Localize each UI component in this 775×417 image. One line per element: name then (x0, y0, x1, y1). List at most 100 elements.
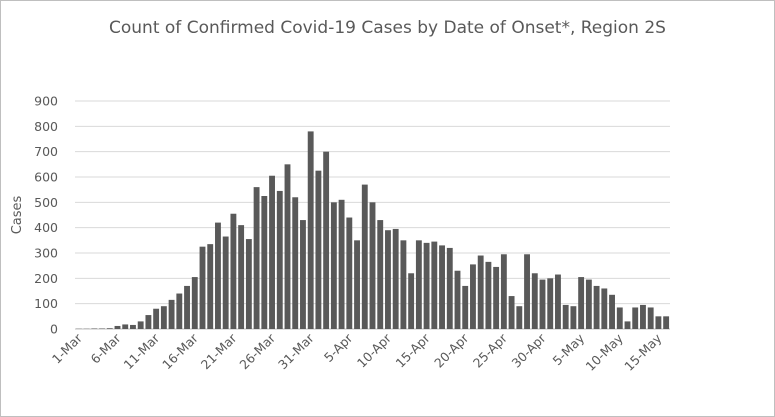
y-tick-label: 100 (34, 296, 58, 311)
bar (439, 245, 445, 329)
bar (91, 328, 98, 329)
bar (446, 247, 453, 329)
bar (160, 306, 167, 329)
x-tick-label: 15-Apr (393, 330, 434, 371)
bar (601, 288, 608, 329)
y-tick-label: 0 (50, 322, 58, 337)
bar (640, 304, 646, 329)
bar (562, 304, 569, 329)
bar (276, 190, 283, 329)
bar (292, 197, 299, 329)
bar (400, 240, 407, 329)
x-tick-label: 31-Mar (275, 330, 317, 372)
bar (555, 274, 561, 329)
y-tick-label: 900 (34, 94, 58, 109)
bar (168, 299, 175, 329)
x-tick-label: 6-Mar (88, 330, 125, 367)
x-tick-label: 10-Apr (354, 330, 395, 371)
bar (184, 285, 190, 329)
x-tick-label: 11-Mar (121, 330, 163, 372)
bar (516, 306, 523, 329)
bar (531, 273, 538, 329)
y-tick-label: 700 (34, 144, 58, 159)
bar (191, 277, 198, 329)
bar (315, 170, 322, 329)
y-tick-label: 400 (34, 220, 58, 235)
bar (500, 254, 507, 329)
bar (122, 324, 129, 329)
x-tick-label: 21-Mar (198, 330, 240, 372)
y-tick-label: 300 (34, 246, 58, 261)
bar (323, 151, 330, 329)
bar (578, 277, 585, 329)
y-tick-label: 600 (34, 170, 58, 185)
bar (593, 285, 600, 329)
bar (470, 264, 476, 329)
y-tick-label: 500 (34, 195, 58, 210)
bar (392, 228, 399, 329)
bar (176, 293, 183, 329)
bar (547, 278, 554, 329)
bar (114, 325, 121, 329)
bar (130, 324, 136, 329)
chart-title: Count of Confirmed Covid-19 Cases by Dat… (109, 18, 666, 38)
bar (377, 220, 384, 329)
y-axis-label: Cases (10, 195, 25, 234)
bar (369, 202, 376, 329)
bar (230, 213, 237, 329)
bar (585, 279, 592, 329)
y-tick-label: 200 (34, 271, 58, 286)
bar (616, 307, 623, 329)
bar (408, 273, 415, 329)
x-tick-label: 5-Apr (321, 330, 356, 365)
bar (238, 225, 245, 329)
bar (477, 255, 484, 329)
bar (663, 316, 670, 329)
bar (99, 328, 105, 329)
bar (385, 230, 391, 329)
bar (222, 236, 229, 329)
bar (346, 217, 353, 329)
x-tick-label: 26-Mar (236, 330, 278, 372)
bar (330, 202, 337, 329)
x-tick-label: 15-May (621, 330, 665, 374)
bar (207, 244, 214, 329)
bar (524, 254, 530, 329)
y-tick-label: 800 (34, 119, 58, 134)
bar (485, 261, 492, 329)
bar (655, 316, 662, 329)
bar (338, 199, 345, 329)
bar (508, 296, 515, 329)
bar (624, 321, 631, 329)
bar (354, 240, 360, 329)
bar (423, 242, 430, 329)
bar (137, 321, 144, 329)
bar (570, 306, 577, 329)
bar (300, 220, 306, 329)
bar (261, 196, 268, 329)
bar (245, 239, 252, 329)
bar (493, 266, 500, 329)
x-tick-label: 16-Mar (159, 330, 201, 372)
bar (454, 270, 461, 329)
bar (431, 241, 438, 329)
bar (539, 279, 546, 329)
bar (647, 307, 654, 329)
bar (415, 240, 422, 329)
bar (609, 294, 615, 329)
bar (199, 246, 206, 329)
bar (307, 131, 314, 329)
bar (153, 308, 160, 329)
x-tick-label: 10-May (583, 330, 627, 374)
bar (632, 307, 639, 329)
bar (253, 187, 260, 329)
bar (269, 175, 275, 329)
bar (361, 184, 368, 329)
bar (462, 285, 469, 329)
x-tick-label: 25-Apr (470, 330, 511, 371)
bar (215, 222, 221, 329)
bar (145, 315, 152, 329)
bar (106, 328, 113, 329)
